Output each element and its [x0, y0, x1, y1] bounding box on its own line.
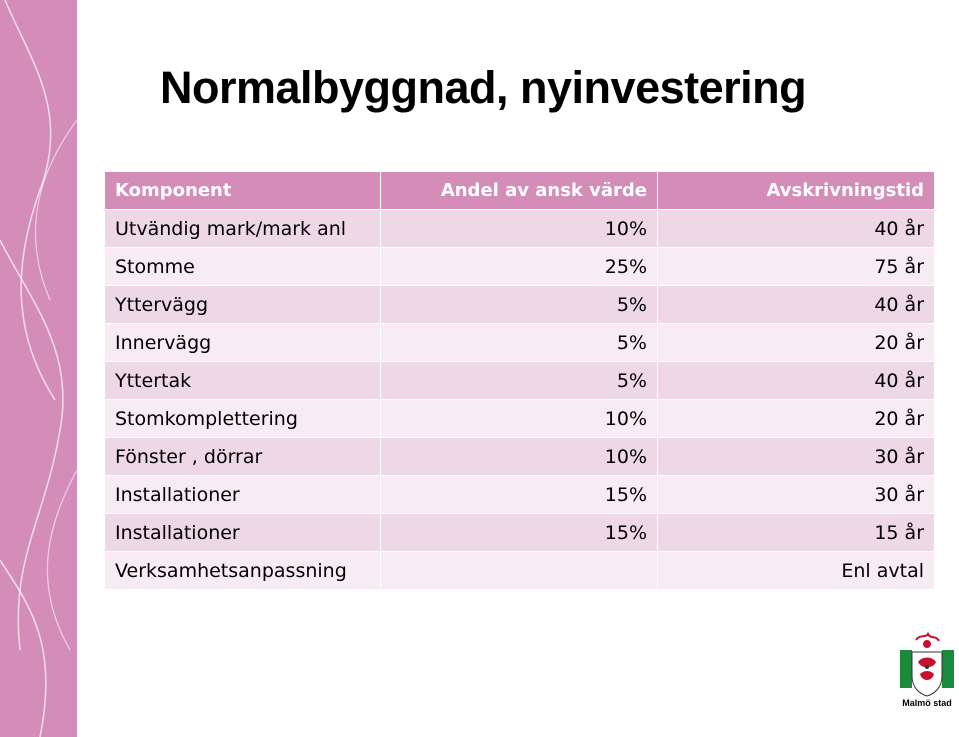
table-row: Yttervägg 5% 40 år	[104, 285, 935, 324]
cell-avskrivningstid: 30 år	[657, 475, 935, 514]
table-row: Utvändig mark/mark anl 10% 40 år	[104, 209, 935, 248]
cell-avskrivningstid: 20 år	[657, 323, 935, 362]
cell-andel: 5%	[380, 285, 658, 324]
cell-andel: 10%	[380, 437, 658, 476]
slide-title: Normalbyggnad, nyinvestering	[160, 62, 807, 113]
decorative-side-band	[0, 0, 77, 737]
cell-avskrivningstid: 40 år	[657, 209, 935, 248]
cell-avskrivningstid: 15 år	[657, 513, 935, 552]
logo-text: Malmö stad	[902, 698, 952, 708]
cell-avskrivningstid: 40 år	[657, 361, 935, 400]
cell-avskrivningstid: Enl avtal	[657, 551, 935, 590]
table-row: Fönster , dörrar 10% 30 år	[104, 437, 935, 476]
cell-avskrivningstid: 40 år	[657, 285, 935, 324]
cell-andel: 10%	[380, 399, 658, 438]
cell-andel: 5%	[380, 361, 658, 400]
cell-andel: 15%	[380, 513, 658, 552]
table-header-row: Komponent Andel av ansk värde Avskrivnin…	[104, 171, 935, 210]
cell-komponent: Innervägg	[104, 323, 381, 362]
table-row: Installationer 15% 30 år	[104, 475, 935, 514]
malmo-stad-logo: Malmö stad	[896, 631, 958, 712]
table-row: Stomkomplettering 10% 20 år	[104, 399, 935, 438]
table-row: Installationer 15% 15 år	[104, 513, 935, 552]
cell-komponent: Stomme	[104, 247, 381, 286]
decorative-curves	[0, 0, 77, 737]
cell-komponent: Stomkomplettering	[104, 399, 381, 438]
cell-andel: 15%	[380, 475, 658, 514]
table-row: Stomme 25% 75 år	[104, 247, 935, 286]
cell-andel: 5%	[380, 323, 658, 362]
table-row: Verksamhetsanpassning Enl avtal	[104, 551, 935, 590]
table-row: Innervägg 5% 20 år	[104, 323, 935, 362]
depreciation-table: Komponent Andel av ansk värde Avskrivnin…	[104, 171, 935, 590]
cell-komponent: Installationer	[104, 475, 381, 514]
table-row: Yttertak 5% 40 år	[104, 361, 935, 400]
cell-komponent: Yttertak	[104, 361, 381, 400]
cell-avskrivningstid: 75 år	[657, 247, 935, 286]
cell-komponent: Yttervägg	[104, 285, 381, 324]
header-komponent: Komponent	[104, 171, 381, 210]
coat-of-arms-icon	[900, 631, 954, 697]
header-andel: Andel av ansk värde	[380, 171, 658, 210]
header-avskrivningstid: Avskrivningstid	[657, 171, 935, 210]
cell-komponent: Verksamhetsanpassning	[104, 551, 381, 590]
cell-andel: 10%	[380, 209, 658, 248]
cell-avskrivningstid: 20 år	[657, 399, 935, 438]
cell-komponent: Fönster , dörrar	[104, 437, 381, 476]
cell-komponent: Utvändig mark/mark anl	[104, 209, 381, 248]
cell-andel: 25%	[380, 247, 658, 286]
cell-komponent: Installationer	[104, 513, 381, 552]
cell-andel	[380, 551, 658, 590]
cell-avskrivningstid: 30 år	[657, 437, 935, 476]
table-body: Utvändig mark/mark anl 10% 40 år Stomme 25% 7…	[104, 209, 935, 590]
